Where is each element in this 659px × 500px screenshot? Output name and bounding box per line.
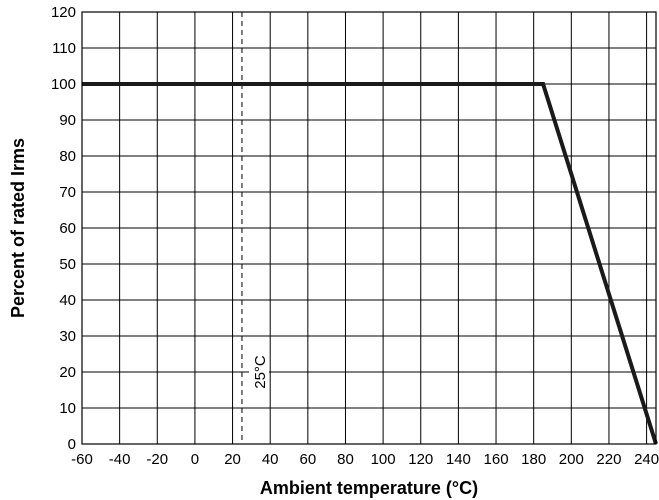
x-tick-labels: -60 -40 -20 0 20 40 60 80 100 120 140 160 180 200 220 2… — [71, 451, 659, 468]
x-tick-label: 220 — [596, 451, 621, 468]
x-tick-label: 20 — [224, 451, 241, 468]
y-tick-label: 70 — [59, 184, 76, 201]
x-tick-label: 40 — [262, 451, 279, 468]
x-tick-label: 0 — [191, 451, 199, 468]
series-layer — [82, 82, 658, 445]
x-tick-label: 240 — [634, 451, 659, 468]
x-tick-label: 120 — [408, 451, 433, 468]
reference-lines: 25°C — [241, 12, 269, 444]
x-tick-label: 60 — [299, 451, 316, 468]
x-tick-label: 180 — [521, 451, 546, 468]
series-line — [82, 82, 658, 445]
x-tick-label: 100 — [371, 451, 396, 468]
x-tick-label: 140 — [446, 451, 471, 468]
y-tick-label: 60 — [59, 220, 76, 237]
y-tick-label: 110 — [52, 40, 76, 57]
x-tick-label: 80 — [337, 451, 354, 468]
reference-label-background — [248, 348, 269, 396]
plot-frame — [81, 11, 657, 445]
x-tick-label: -40 — [109, 451, 131, 468]
y-tick-labels: 0 10 20 30 40 50 60 70 80 90 100 110 120 — [51, 4, 76, 453]
y-tick-label: 0 — [68, 436, 76, 453]
y-tick-label: 100 — [51, 76, 76, 93]
grid — [81, 11, 656, 445]
y-tick-label: 90 — [59, 112, 76, 129]
x-axis-label: Ambient temperature (°C) — [260, 478, 478, 498]
y-tick-label: 30 — [59, 328, 76, 345]
y-tick-label: 10 — [59, 400, 76, 417]
x-tick-label: -60 — [71, 451, 93, 468]
y-tick-label: 80 — [59, 148, 76, 165]
x-tick-label: -20 — [146, 451, 168, 468]
y-tick-label: 20 — [59, 364, 76, 381]
x-tick-label: 160 — [484, 451, 509, 468]
y-tick-label: 40 — [59, 292, 76, 309]
y-tick-label: 50 — [59, 256, 76, 273]
reference-line-label: 25°C — [252, 355, 269, 389]
x-tick-label: 200 — [559, 451, 584, 468]
y-axis-label: Percent of rated Irms — [8, 138, 28, 318]
y-tick-label: 120 — [51, 4, 76, 21]
